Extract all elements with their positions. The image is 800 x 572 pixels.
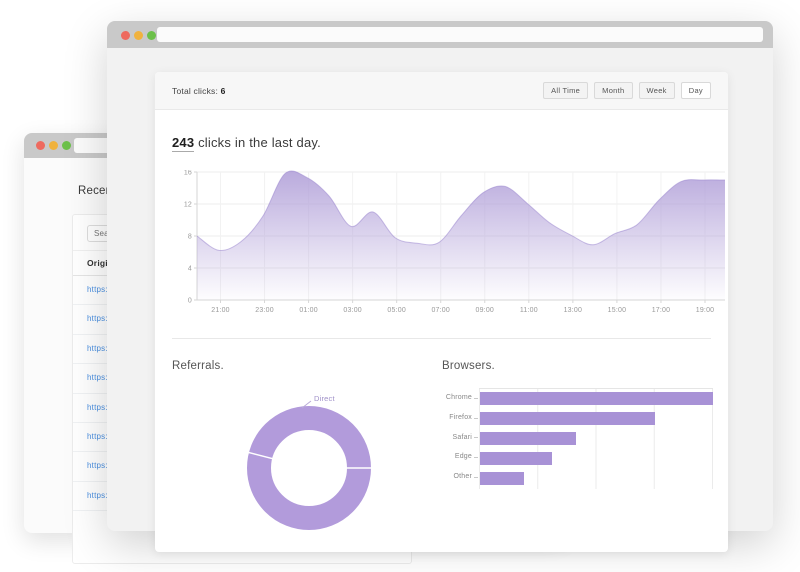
- bar-firefox: [480, 412, 655, 426]
- y-tick-label: 0: [188, 298, 192, 305]
- y-tick-label: 4: [188, 266, 192, 273]
- analytics-card: Total clicks: 6 All Time Month Week Day …: [155, 72, 728, 552]
- y-tick-label: 8: [188, 234, 192, 241]
- time-filter-group: All Time Month Week Day: [543, 82, 711, 99]
- referrals-donut-ring: [247, 406, 371, 530]
- browsers-section-title: Browsers.: [442, 360, 495, 372]
- bar-label-edge: Edge: [442, 447, 479, 467]
- time-filter-button[interactable]: Week: [638, 82, 675, 99]
- back-window-controls: [36, 141, 71, 150]
- card-header: Total clicks: 6 All Time Month Week Day: [155, 72, 728, 110]
- section-divider: [172, 338, 711, 339]
- bar-label-chrome: Chrome: [442, 388, 479, 408]
- minimize-button-icon[interactable]: [134, 31, 143, 40]
- main-window-url-bar[interactable]: [157, 27, 763, 42]
- time-filter-button[interactable]: Day: [680, 82, 711, 99]
- x-tick-label: 15:00: [608, 307, 627, 314]
- browsers-bar-chart: Chrome Firefox Safari Edge Other: [442, 388, 713, 489]
- time-filter-button[interactable]: All Time: [543, 82, 589, 99]
- clicks-count: 243: [172, 135, 195, 152]
- x-tick-label: 21:00: [211, 307, 230, 314]
- clicks-area-line: [196, 170, 726, 252]
- bar-label-other: Other: [442, 467, 479, 487]
- minimize-button-icon[interactable]: [49, 141, 58, 150]
- bar-edge: [480, 451, 553, 465]
- clicks-headline-text: clicks in the last day.: [194, 135, 321, 150]
- total-clicks-value: 6: [220, 85, 226, 96]
- bar-other: [480, 471, 525, 485]
- x-tick-label: 11:00: [520, 307, 538, 314]
- x-tick-label: 23:00: [255, 307, 274, 314]
- bar-safari: [480, 432, 576, 445]
- main-window-titlebar: [107, 21, 773, 48]
- bar-chart-labels: Chrome Firefox Safari Edge Other: [442, 388, 479, 489]
- bar-chrome: [480, 392, 713, 406]
- page: { "back_window": { "title_text": "Recent…: [24, 21, 773, 564]
- referrals-section-title: Referrals.: [172, 360, 224, 372]
- main-window-controls: [121, 31, 156, 40]
- donut-label-leader-line: [301, 400, 312, 409]
- total-clicks-text: Total clicks:: [172, 85, 219, 96]
- zoom-button-icon[interactable]: [62, 141, 71, 150]
- recent-links-title: Recent: [78, 185, 116, 197]
- bar-chart-plot: [479, 388, 713, 489]
- donut-segment-divider: [247, 451, 274, 460]
- x-tick-label: 07:00: [431, 307, 450, 314]
- clicks-headline: 243 clicks in the last day.: [172, 135, 321, 152]
- x-tick-label: 17:00: [652, 307, 671, 314]
- close-button-icon[interactable]: [36, 141, 45, 150]
- clicks-area-fill: [197, 170, 725, 300]
- x-tick-label: 13:00: [564, 307, 583, 314]
- close-button-icon[interactable]: [121, 31, 130, 40]
- x-tick-label: 19:00: [696, 307, 715, 314]
- referrals-donut-chart: Direct: [247, 394, 372, 530]
- y-tick-label: 12: [184, 202, 192, 209]
- y-tick-label: 16: [184, 170, 192, 177]
- x-tick-label: 03:00: [343, 307, 362, 314]
- time-filter-button[interactable]: Month: [594, 82, 633, 99]
- x-tick-label: 01:00: [299, 307, 318, 314]
- zoom-button-icon[interactable]: [147, 31, 156, 40]
- clicks-area-chart: 0 4 8 12 16 21:00 23:00 01:00 03:00 05:00 07:00 09:…: [184, 170, 726, 314]
- donut-segment-label: Direct: [314, 394, 336, 403]
- x-tick-label: 05:00: [387, 307, 406, 314]
- x-tick-label: 09:00: [476, 307, 495, 314]
- bar-label-firefox: Firefox: [442, 408, 479, 428]
- total-clicks-label: Total clicks: 6: [172, 86, 226, 96]
- bar-label-safari: Safari: [442, 428, 479, 448]
- main-browser-window: Total clicks: 6 All Time Month Week Day …: [107, 21, 773, 552]
